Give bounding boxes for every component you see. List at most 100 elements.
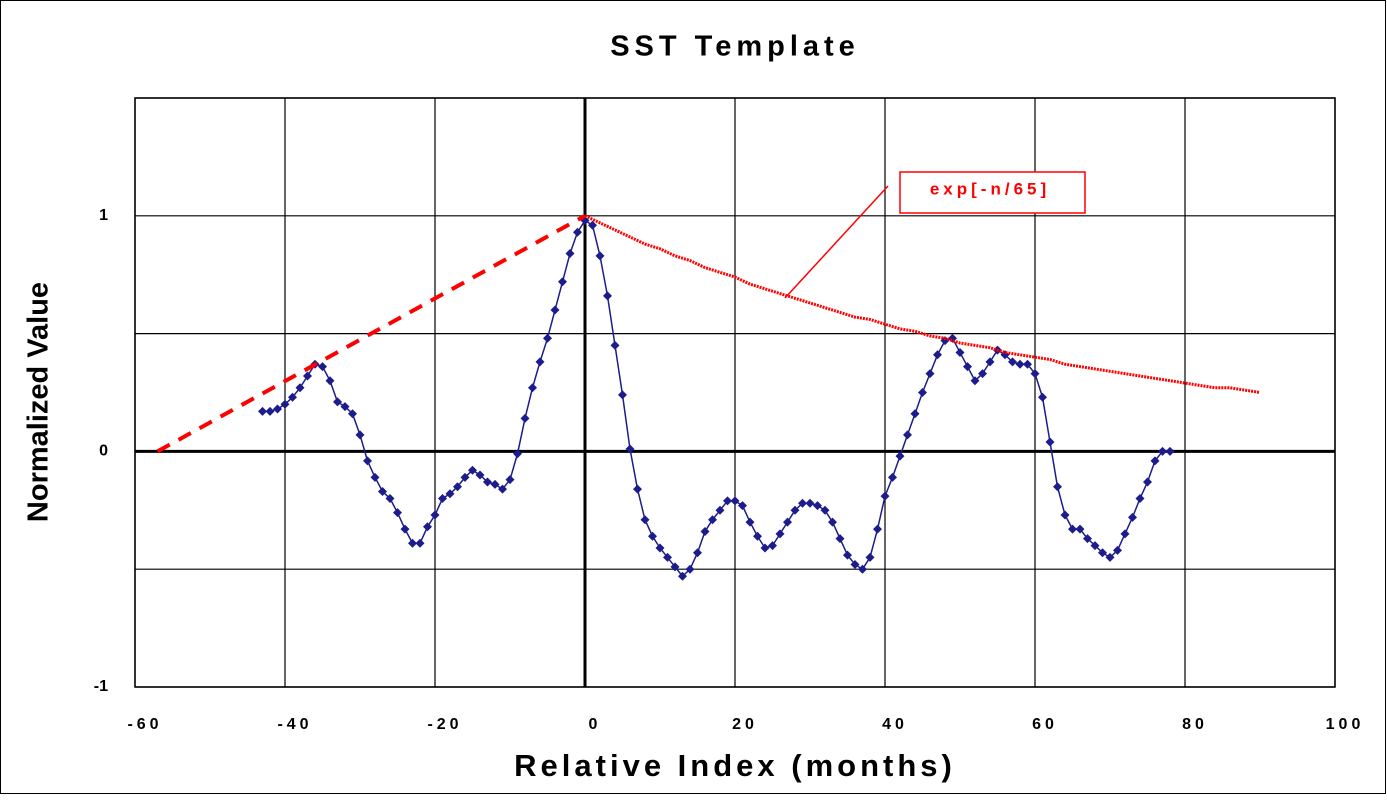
y-axis-label: Normalized Value — [23, 282, 55, 522]
data-point — [738, 501, 747, 511]
data-point — [565, 248, 575, 258]
data-point — [1053, 482, 1062, 492]
data-point — [1128, 512, 1137, 522]
x-tick-label: -40 — [277, 716, 312, 733]
data-point — [843, 550, 852, 560]
data-point — [670, 562, 680, 572]
data-point — [1105, 552, 1115, 562]
x-axis-label: Relative Index (months) — [514, 748, 956, 783]
data-point — [858, 564, 867, 574]
data-point — [970, 376, 980, 386]
data-point — [895, 451, 905, 461]
data-point — [640, 515, 650, 525]
chart-title: SST Template — [610, 31, 860, 63]
data-point — [633, 484, 642, 494]
data-point — [258, 406, 267, 416]
data-point — [1045, 437, 1055, 447]
data-point — [400, 524, 410, 534]
data-point — [1030, 369, 1040, 379]
annotation-box — [899, 171, 1086, 214]
data-point — [438, 494, 447, 504]
data-point — [550, 305, 560, 315]
data-point — [415, 538, 425, 548]
data-point — [1083, 534, 1092, 544]
data-point — [363, 456, 372, 466]
data-point — [625, 444, 635, 454]
x-tick-label: 80 — [1182, 716, 1208, 733]
data-point — [955, 347, 965, 357]
data-point — [760, 543, 770, 553]
data-point — [685, 564, 695, 574]
data-point — [595, 251, 605, 261]
data-point — [820, 505, 830, 515]
data-point — [903, 430, 912, 440]
data-point — [303, 371, 312, 381]
data-point — [693, 548, 702, 558]
data-point — [1113, 545, 1122, 555]
data-point — [1023, 359, 1032, 369]
annotation-text: exp[-n/65] — [930, 179, 1050, 198]
data-point — [325, 376, 335, 386]
x-tick-label: -60 — [127, 716, 162, 733]
data-point — [528, 383, 537, 393]
data-point — [333, 397, 342, 407]
data-point — [648, 531, 657, 541]
x-tick-label: 100 — [1326, 716, 1365, 733]
data-point — [775, 529, 785, 539]
data-point — [445, 489, 455, 499]
data-point — [655, 543, 665, 553]
data-point — [700, 527, 710, 537]
x-tick-label: 0 — [589, 716, 602, 733]
data-point — [393, 508, 402, 518]
data-point — [873, 524, 882, 534]
data-point — [1090, 541, 1100, 551]
data-point — [1150, 456, 1160, 466]
data-point — [1098, 548, 1107, 558]
x-tick-label: 40 — [882, 716, 908, 733]
data-point — [850, 559, 860, 569]
data-point — [768, 541, 777, 551]
data-point — [745, 517, 755, 527]
data-point — [513, 449, 522, 459]
data-point — [1068, 524, 1077, 534]
data-point — [378, 486, 387, 496]
data-point — [408, 538, 417, 548]
data-point — [715, 505, 725, 515]
y-tick-label: 1 — [99, 207, 108, 224]
data-point — [618, 390, 627, 400]
data-point — [423, 522, 432, 532]
data-point — [385, 494, 395, 504]
y-tick-label: -1 — [94, 678, 108, 695]
data-point — [790, 505, 800, 515]
data-point — [543, 333, 552, 343]
data-point — [288, 392, 297, 402]
data-point — [265, 406, 275, 416]
data-point — [348, 409, 357, 419]
x-tick-label: 20 — [732, 716, 758, 733]
data-point — [610, 340, 620, 350]
data-point — [910, 409, 920, 419]
data-point — [603, 291, 612, 301]
data-point — [813, 501, 822, 511]
data-point — [498, 484, 507, 494]
data-point — [318, 362, 327, 372]
data-point — [708, 515, 717, 525]
data-point — [1075, 524, 1085, 534]
data-point — [468, 465, 477, 475]
data-point — [925, 369, 935, 379]
x-tick-label: -20 — [427, 716, 462, 733]
data-point — [835, 534, 845, 544]
data-point — [1060, 510, 1070, 520]
data-point — [880, 491, 890, 501]
data-point — [805, 498, 815, 508]
data-point — [1143, 477, 1152, 487]
y-tick-label: 0 — [99, 443, 108, 460]
data-point — [370, 472, 380, 482]
data-point — [295, 383, 305, 393]
data-point — [678, 571, 687, 581]
data-point — [558, 277, 567, 287]
data-point — [535, 357, 545, 367]
data-point — [865, 552, 875, 562]
